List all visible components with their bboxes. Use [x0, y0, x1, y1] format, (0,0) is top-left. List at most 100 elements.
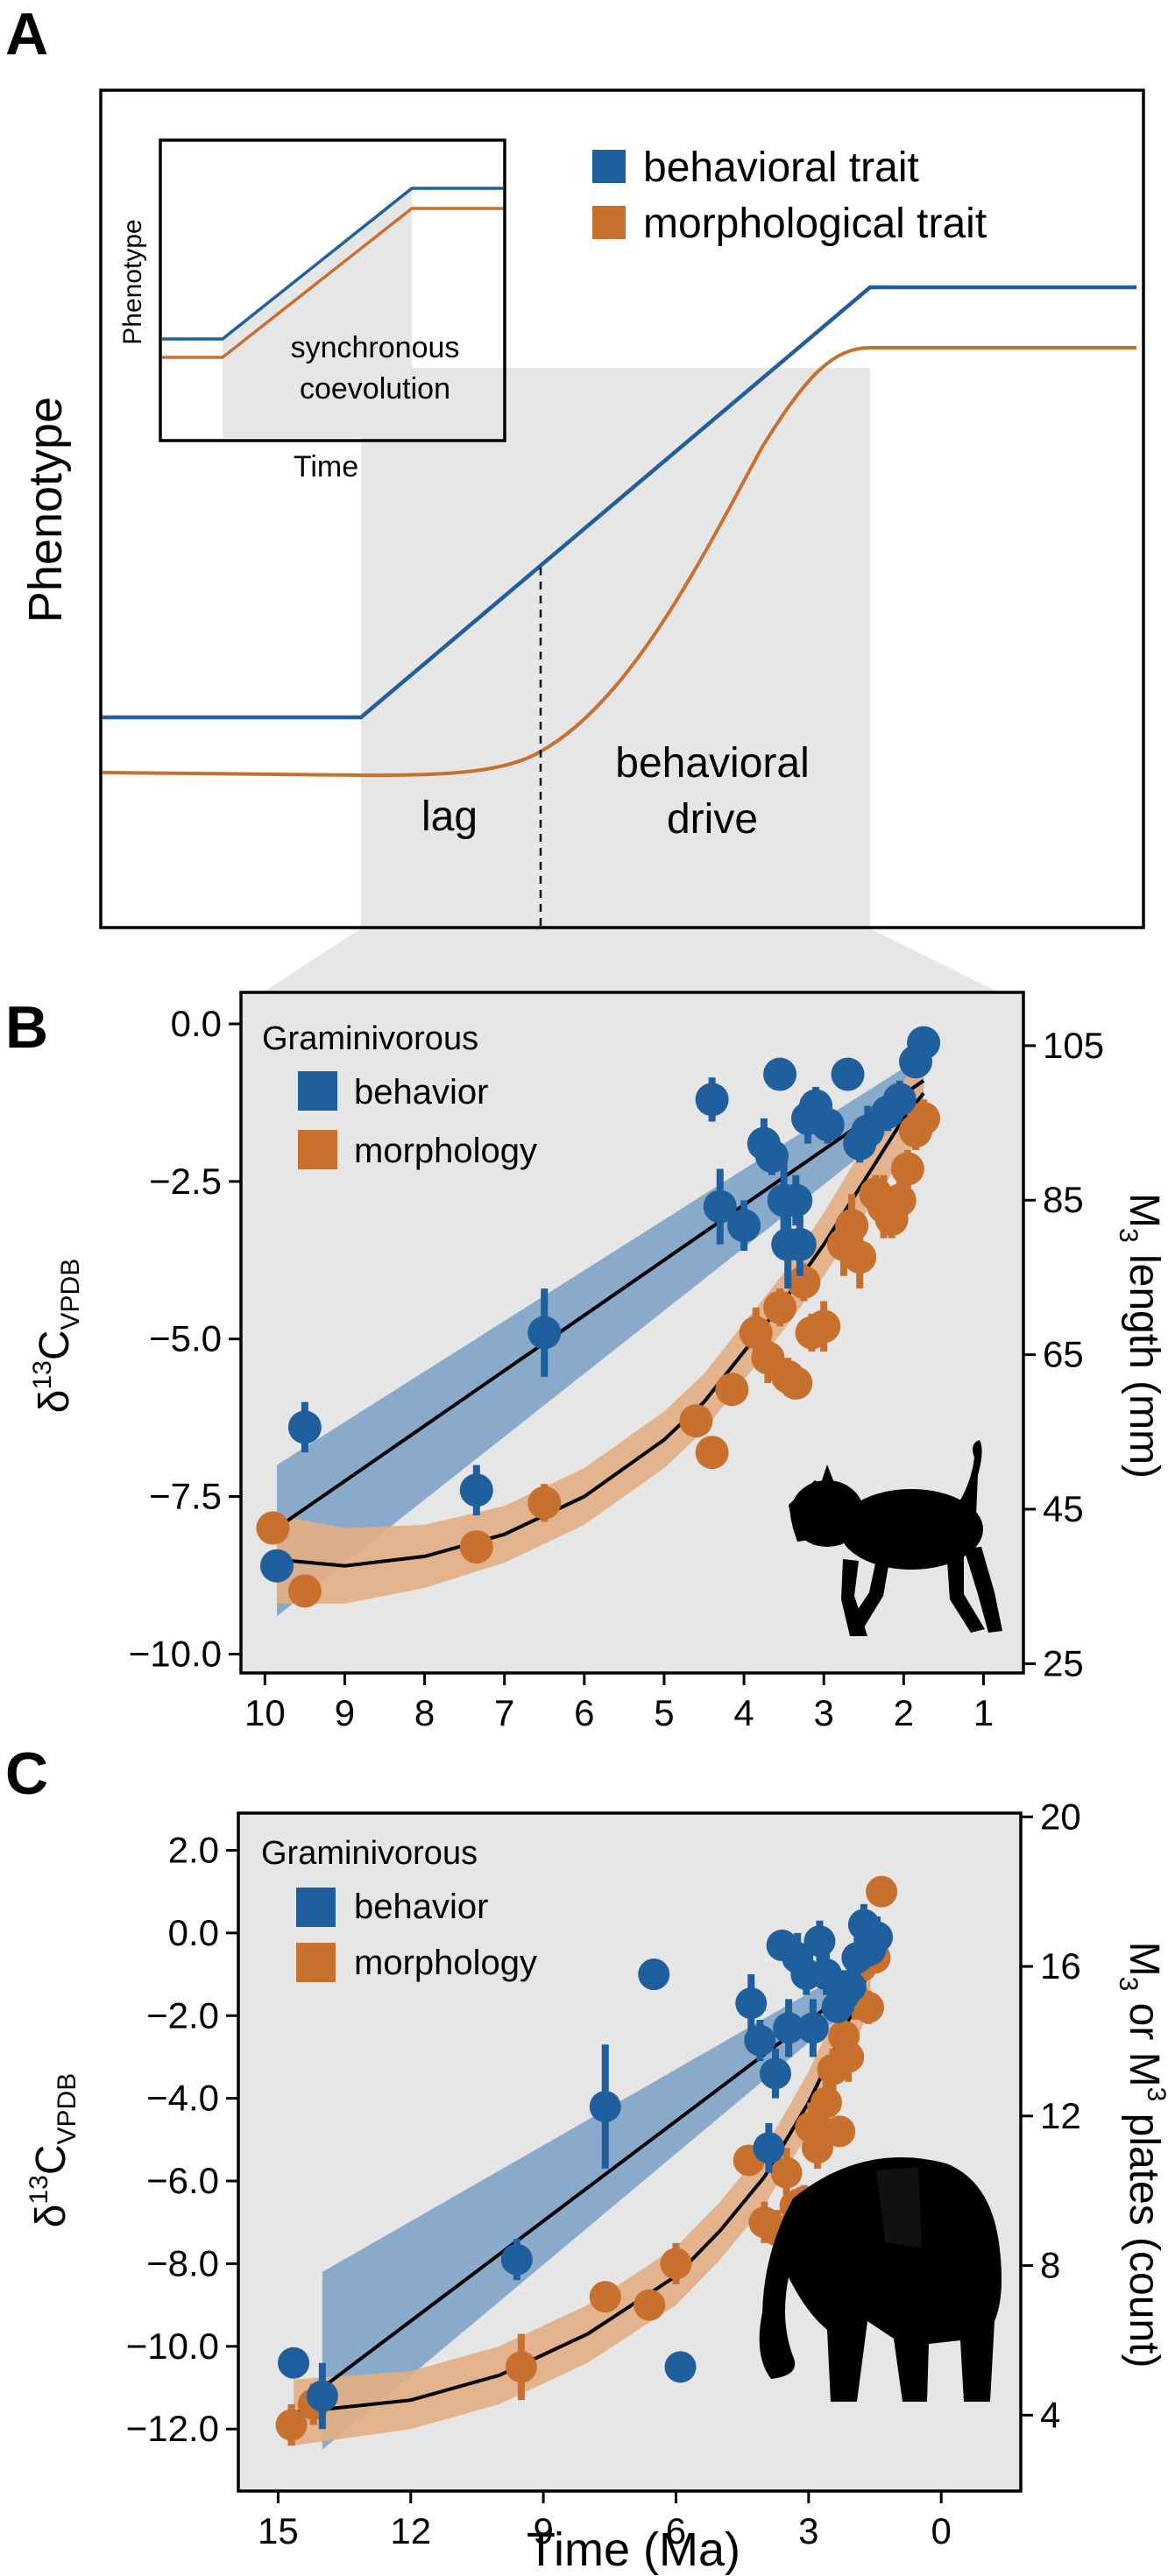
inset-ylabel: Phenotype — [118, 219, 147, 344]
inset-synchronous-coevolution: synchronous coevolution Phenotype Time — [118, 138, 506, 483]
panel-c-behavior-data-point — [753, 2132, 785, 2164]
panel-c-y2label: M3 or M3 plates (count) — [1114, 1942, 1168, 2368]
behavioral-trait-line — [103, 285, 1136, 720]
panel-b-behavior-data-point — [527, 1316, 562, 1350]
panel-c-xtick-label: 3 — [798, 2510, 818, 2551]
panel-b-behavior-data-point — [260, 1549, 294, 1583]
legend-swatch-behavior-c — [296, 1888, 336, 1927]
panel-c-morphology-data-point — [660, 2248, 692, 2280]
panel-b-morphology-data-point — [843, 1240, 877, 1274]
panel-b-behavior-data-point — [831, 1057, 865, 1091]
panel-b-morphology-data-point — [807, 1309, 841, 1344]
panel-c-xtick-label: 12 — [390, 2510, 431, 2551]
panel-b-frame — [239, 991, 1025, 1675]
panel-b-morphology-data-point — [715, 1373, 749, 1407]
panel-c-ytick-label: 0.0 — [168, 1912, 219, 1953]
panel-a-ylabel: Phenotype — [19, 397, 72, 623]
panel-c-behavior-data-point — [500, 2243, 533, 2276]
panel-b-ytick-label: −7.5 — [149, 1476, 222, 1517]
panel-b-morphology-data-point — [287, 1574, 322, 1608]
panel-b-xtick-label: 5 — [654, 1692, 674, 1733]
legend-label-behavior-b: behavior — [354, 1073, 488, 1112]
panel-c-behavior-data-point — [278, 2347, 310, 2379]
panel-c-ylabel: δ13CVPDB — [25, 2073, 81, 2227]
morphological-trait-curve — [102, 346, 1136, 778]
panel-c-ytick-label: −6.0 — [146, 2160, 219, 2201]
panel-b-behavior-data-point — [754, 1140, 789, 1174]
panel-c-xlabel: Time (Ma) — [527, 2523, 740, 2576]
panel-c-axes: 2.0 0.0 −2.0 −4.0 −6.0 −8.0 −10.0 −12.0 20 16 12 8 4… — [126, 1796, 1081, 2551]
panel-c-behavior-data-point — [811, 1958, 843, 1991]
annotation-drive: drive — [667, 796, 758, 843]
panel-c-legend: Graminivorous behavior morphology — [261, 1835, 537, 1982]
panel-c-y2tick-label: 20 — [1040, 1796, 1081, 1837]
panel-c-behavior-data-point — [744, 2024, 776, 2057]
panel-b-ytick-label: −10.0 — [129, 1633, 222, 1674]
panel-b-xtick-label: 3 — [814, 1692, 834, 1733]
panel-b-behavior-fit-line — [275, 1079, 925, 1530]
panel-b-y2tick-label: 45 — [1043, 1488, 1084, 1529]
panel-c-behavior-data-point — [306, 2380, 338, 2412]
panel-b-behavior-data-point — [763, 1057, 797, 1091]
panel-c-behavior-data-point — [759, 2057, 791, 2090]
panel-b-data-points — [256, 1026, 941, 1608]
panel-c-behavior-data-point — [834, 1971, 867, 2003]
panel-c-morphology-data-point — [634, 2289, 666, 2321]
panel-b-legend: Graminivorous behavior morphology — [262, 1020, 537, 1170]
panel-a: A lag behavioral drive Phenotype behavio… — [5, 1, 1145, 992]
panel-b-morphology-data-point — [890, 1152, 924, 1186]
legend-label-morphology-b: morphology — [354, 1132, 537, 1170]
panel-c-y2tick-label: 16 — [1040, 1945, 1081, 1987]
panel-c-behavior-data-point — [861, 1921, 894, 1953]
panel-b-morphology-data-point — [835, 1209, 869, 1243]
inset-behavioral-line — [162, 187, 503, 341]
legend-label-morphology-c: morphology — [354, 1944, 537, 1982]
panel-label-c: C — [5, 1740, 48, 1807]
panel-b-behavior-data-point — [727, 1209, 761, 1243]
panel-b-behavior-data-point — [703, 1189, 737, 1224]
panel-b-xtick-label: 9 — [335, 1692, 355, 1733]
inset-annotation-line-1: synchronous — [291, 331, 460, 364]
panel-c-xtick-label: 6 — [666, 2510, 686, 2551]
panel-c-behavior-data-point — [664, 2351, 697, 2383]
inset-frame — [159, 138, 506, 442]
panel-b-morphology-data-point — [907, 1101, 941, 1135]
panel-b-morphology-data-point — [679, 1404, 713, 1438]
legend-swatch-morphological — [592, 206, 626, 239]
panel-b-confidence-bands — [277, 1052, 924, 1617]
panel-b-behavior-confidence-band — [277, 1055, 924, 1617]
panel-c-frame — [237, 1811, 1023, 2493]
panel-c-behavior-data-point — [773, 2012, 805, 2044]
panel-c-morphology-confidence-band — [294, 1924, 871, 2446]
panel-b-behavior-data-point — [695, 1083, 729, 1117]
panel-c-behavior-data-point — [735, 1987, 768, 2020]
panel-c-morphology-data-point — [832, 2041, 865, 2073]
panel-c-morphology-data-point — [801, 2132, 833, 2164]
panel-b-morphology-confidence-band — [277, 1052, 924, 1604]
panel-b-morphology-data-point — [882, 1183, 917, 1217]
panel-b-morphology-data-point — [459, 1530, 493, 1564]
panel-b-ylabel: δ13CVPDB — [28, 1259, 85, 1413]
panel-b-xtick-label: 8 — [414, 1692, 435, 1733]
inset-annotation-line-2: coevolution — [300, 372, 450, 406]
elephant-silhouette-icon — [759, 2157, 1002, 2402]
inset-white-mask — [223, 140, 412, 339]
panel-c-behavior-data-point — [796, 2012, 829, 2044]
panel-b-xtick-label: 6 — [574, 1692, 594, 1733]
panel-c-y2tick-label: 4 — [1040, 2394, 1060, 2435]
panel-b-y2tick-label: 65 — [1043, 1334, 1084, 1375]
panel-b-behavior-data-point — [287, 1410, 322, 1444]
panel-b-morphology-data-point — [695, 1436, 729, 1470]
warthog-silhouette-icon — [789, 1440, 1002, 1636]
panel-label-b: B — [5, 994, 48, 1061]
legend-label-behavioral: behavioral trait — [643, 145, 919, 191]
annotation-behavioral: behavioral — [615, 740, 809, 787]
panel-c-morphology-data-point — [866, 1875, 898, 1908]
panel-b-morphology-fit-line — [276, 1091, 925, 1568]
inset-xlabel: Time — [294, 450, 358, 483]
panel-b-morphology-data-point — [763, 1290, 797, 1324]
panel-c-morphology-data-point — [770, 2156, 803, 2189]
legend-swatch-morphology-b — [298, 1130, 337, 1169]
panel-c-ytick-label: 2.0 — [168, 1829, 219, 1870]
